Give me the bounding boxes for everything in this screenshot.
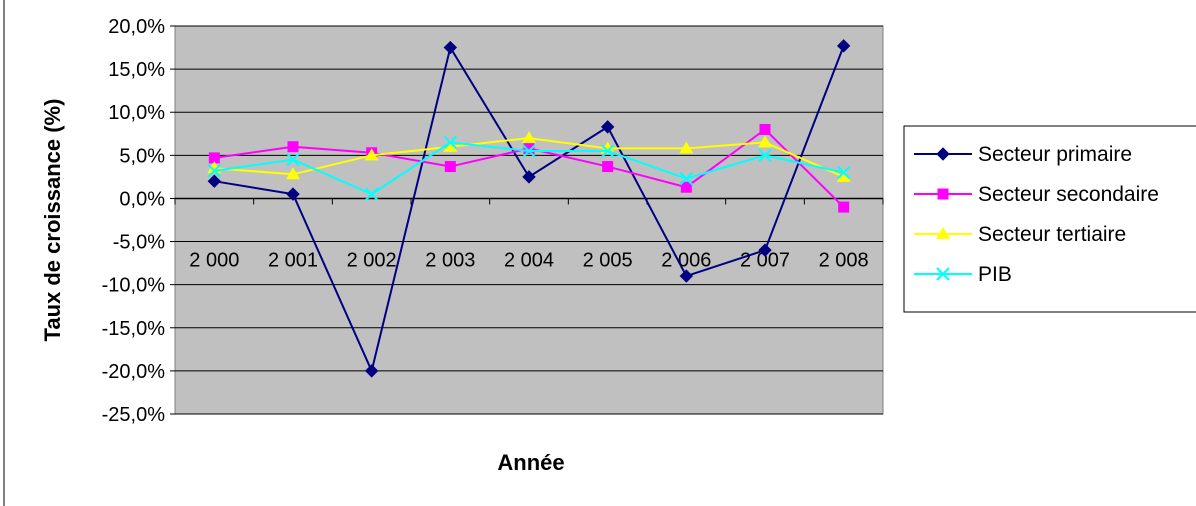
data-point bbox=[838, 201, 850, 213]
data-point bbox=[207, 174, 222, 188]
data-point bbox=[443, 135, 458, 150]
y-tick-label: -15,0% bbox=[102, 318, 166, 340]
legend-label: Secteur secondaire bbox=[978, 183, 1159, 206]
data-point bbox=[286, 167, 300, 180]
data-point bbox=[522, 131, 536, 144]
x-tick-label: 2 005 bbox=[583, 249, 633, 271]
x-tick-label: 2 004 bbox=[504, 249, 554, 271]
data-point bbox=[759, 123, 771, 135]
y-tick-label: -20,0% bbox=[102, 361, 166, 383]
x-tick-label: 2 006 bbox=[661, 249, 711, 271]
data-point bbox=[286, 187, 300, 201]
y-axis-title: Taux de croissance (%) bbox=[40, 99, 65, 342]
y-tick-label: 15,0% bbox=[108, 59, 165, 81]
series-secteur-primaire bbox=[207, 39, 851, 378]
data-point bbox=[758, 135, 772, 148]
data-point bbox=[443, 139, 458, 152]
legend-item: Secteur tertiaire bbox=[914, 223, 1126, 246]
data-point bbox=[286, 152, 300, 167]
data-point bbox=[364, 364, 379, 378]
data-point bbox=[443, 40, 458, 55]
data-point bbox=[836, 39, 851, 53]
legend-marker bbox=[937, 188, 949, 200]
data-point bbox=[522, 170, 536, 184]
data-point bbox=[758, 243, 772, 257]
data-point bbox=[523, 142, 535, 154]
legend: Secteur primaire Secteur secondaire Secteu… bbox=[903, 125, 1196, 313]
data-point bbox=[836, 169, 851, 182]
x-tick-label: 2 003 bbox=[425, 249, 475, 271]
y-axis-ticks: 20,0% 15,0% 10,0% 5,0% 0,0% -5,0% -10,0% -15,0%… bbox=[102, 16, 175, 426]
y-tick-label: 5,0% bbox=[119, 145, 165, 167]
data-point bbox=[758, 148, 772, 163]
legend-marker bbox=[936, 147, 950, 161]
data-point bbox=[679, 171, 694, 186]
y-tick-label: 10,0% bbox=[108, 102, 165, 124]
y-tick-label: -5,0% bbox=[113, 232, 165, 254]
legend-label: PIB bbox=[978, 263, 1012, 286]
x-tick-label: 2 002 bbox=[347, 249, 397, 271]
data-point bbox=[602, 161, 614, 173]
data-point bbox=[208, 152, 220, 164]
data-point bbox=[287, 141, 299, 153]
y-tick-label: 20,0% bbox=[108, 16, 165, 38]
y-tick-label: -25,0% bbox=[102, 404, 166, 426]
y-tick-label: -10,0% bbox=[102, 275, 166, 297]
data-point bbox=[679, 269, 694, 283]
x-tick-label: 2 008 bbox=[819, 249, 869, 271]
x-tick-label: 2 001 bbox=[268, 249, 318, 271]
legend-marker bbox=[936, 227, 950, 239]
x-tick-label: 2 000 bbox=[189, 249, 239, 271]
series-layer bbox=[207, 39, 851, 378]
series-secteur-secondaire bbox=[208, 123, 850, 213]
legend-item: PIB bbox=[914, 263, 1012, 286]
data-point bbox=[364, 148, 379, 161]
legend-marker bbox=[936, 267, 950, 281]
legend-item: Secteur secondaire bbox=[914, 183, 1159, 206]
legend-box bbox=[903, 125, 1196, 313]
data-point bbox=[836, 165, 851, 180]
data-point bbox=[600, 120, 615, 134]
y-tick-label: 0,0% bbox=[119, 188, 165, 210]
data-point bbox=[680, 181, 692, 193]
data-point bbox=[444, 161, 456, 173]
legend-item: Secteur primaire bbox=[914, 143, 1132, 166]
legend-label: Secteur tertiaire bbox=[978, 223, 1126, 246]
data-point bbox=[600, 144, 615, 158]
legend-label: Secteur primaire bbox=[978, 143, 1132, 166]
data-point bbox=[364, 187, 379, 201]
plot-area bbox=[174, 25, 884, 415]
series-pib bbox=[207, 135, 851, 201]
x-axis-title: Année bbox=[497, 450, 564, 475]
data-point bbox=[207, 164, 222, 178]
series-secteur-tertiaire bbox=[207, 131, 851, 182]
data-point bbox=[522, 144, 536, 158]
data-point bbox=[679, 141, 694, 154]
